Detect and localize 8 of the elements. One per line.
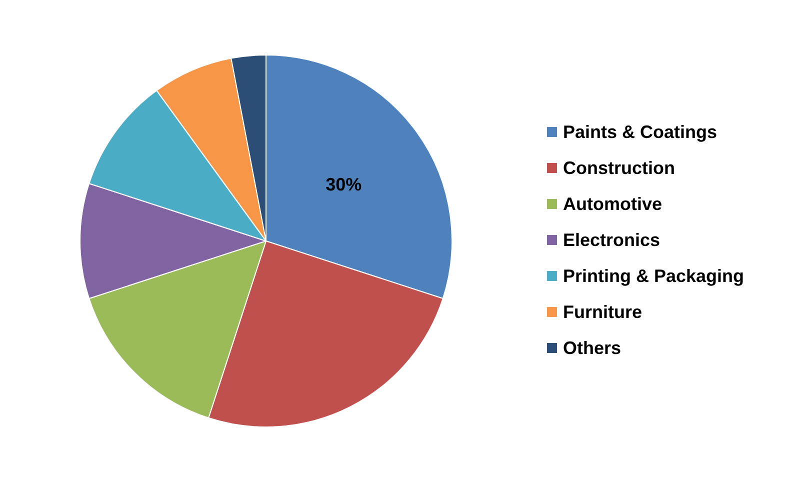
legend-label: Automotive [563,194,662,214]
legend-label: Construction [563,158,675,178]
legend-label: Others [563,338,622,358]
legend-label: Paints & Coatings [563,122,718,142]
legend-label: Printing & Packaging [563,266,744,286]
data-label: 30% [326,174,362,195]
legend-label: Furniture [563,302,642,322]
legend-label: Electronics [563,230,660,250]
